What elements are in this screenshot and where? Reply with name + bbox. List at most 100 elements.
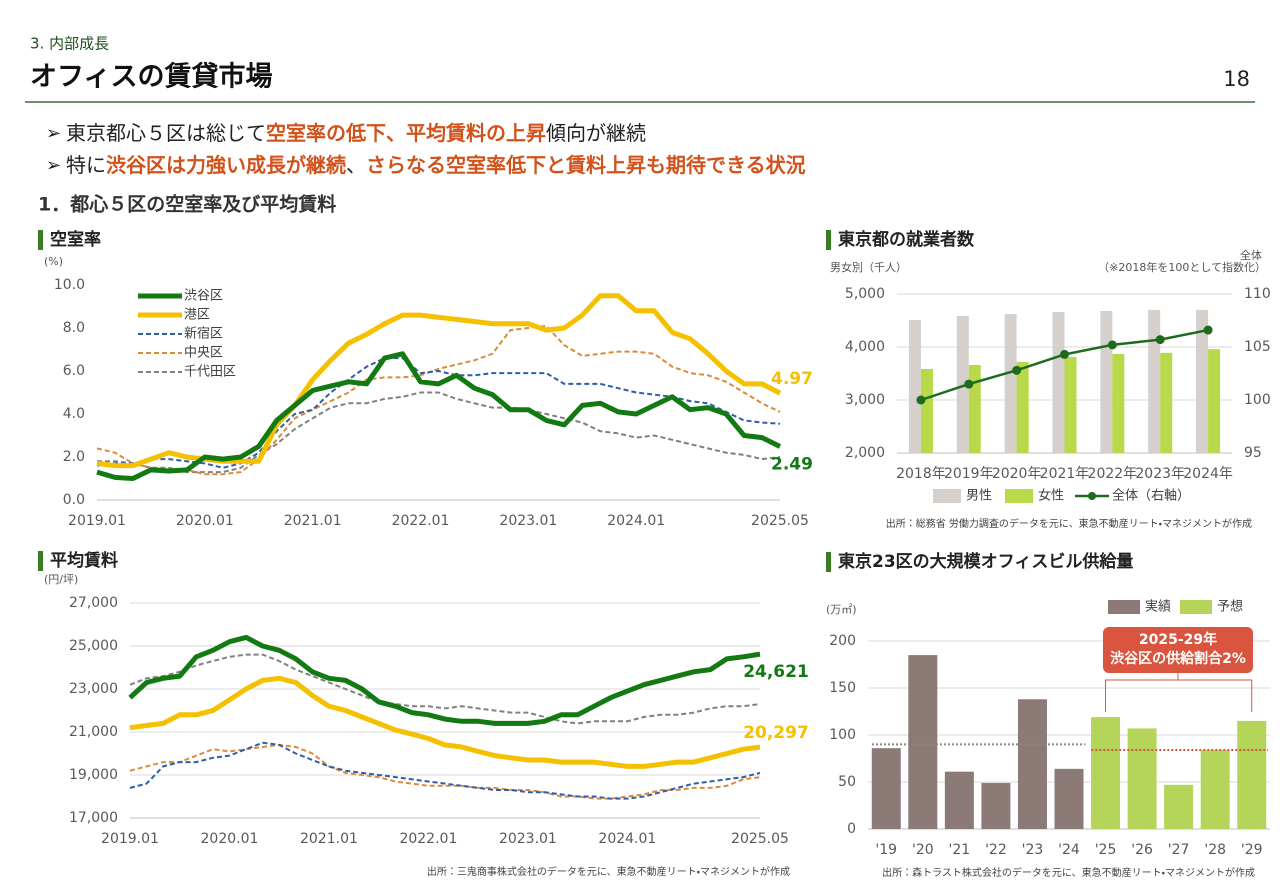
series-line (129, 743, 761, 800)
y2-tick-label: 100 (1244, 392, 1271, 408)
y-tick-label: 2,000 (845, 445, 885, 461)
series-point (1060, 349, 1069, 359)
x-tick-label: 2023.01 (499, 513, 557, 529)
x-tick-label: 2022年 (1088, 466, 1138, 482)
bar (1208, 349, 1221, 453)
chart-title: 平均賃料 (50, 550, 118, 571)
legend-label: 実績 (1145, 599, 1171, 615)
x-tick-label: '26 (1131, 842, 1153, 858)
bullet-segment: 渋谷区は力強い成長が継続 (106, 153, 346, 177)
x-tick-label: '25 (1095, 842, 1117, 858)
data-label: 2.49 (771, 454, 813, 474)
series-line (129, 653, 761, 725)
legend-swatch-point (1088, 492, 1096, 500)
y-tick-label: 4.0 (63, 406, 85, 422)
annotation-bracket (1105, 672, 1253, 712)
x-tick-label: '24 (1058, 842, 1080, 858)
bar (1196, 309, 1209, 453)
bar (1017, 699, 1047, 829)
chart-title: 東京23区の大規模オフィスビル供給量 (838, 551, 1133, 572)
annotation-text: 2025-29年 (1139, 631, 1217, 648)
x-tick-label: 2021.01 (300, 831, 358, 847)
x-tick-label: 2024.01 (598, 831, 656, 847)
legend-label: 港区 (184, 308, 210, 323)
legend-label: 予想 (1217, 599, 1243, 615)
bar (968, 365, 981, 453)
legend-label: 女性 (1038, 489, 1064, 504)
data-label: 4.97 (771, 369, 813, 389)
bar (1164, 784, 1194, 829)
series-line (96, 351, 782, 481)
y-tick-label: 17,000 (69, 810, 118, 826)
bullet-marker: ➢ (46, 155, 61, 176)
series-line (96, 357, 781, 469)
x-tick-label: '20 (912, 842, 934, 858)
x-tick-label: '23 (1022, 842, 1044, 858)
y-tick-label: 27,000 (69, 595, 118, 611)
x-tick-label: 2020年 (992, 466, 1042, 482)
y-tick-label: 21,000 (69, 724, 118, 740)
x-tick-label: 2020.01 (176, 513, 234, 529)
x-tick-label: 2023.01 (499, 831, 557, 847)
chart-title: 空室率 (50, 229, 101, 250)
y-axis-label: (万㎡) (826, 603, 857, 616)
bullet-marker: ➢ (46, 123, 61, 144)
annotation-box (1103, 627, 1253, 673)
series-point (1012, 365, 1022, 375)
series-line (129, 675, 761, 769)
x-tick-label: 2025.05 (731, 831, 789, 847)
y-tick-label: 4,000 (845, 339, 885, 355)
bar (1004, 314, 1017, 453)
chart-title-bar (38, 551, 43, 571)
series-line (96, 324, 781, 476)
y2-tick-label: 105 (1244, 339, 1271, 355)
y2-tick-label: 95 (1244, 445, 1262, 461)
y2-tick-label: 110 (1244, 286, 1271, 302)
source-note: 出所：森トラスト株式会社のデータを元に、東急不動産リート・マネジメントが作成 (882, 866, 1255, 879)
source-note: 出所：総務省 労働力調査のデータを元に、東急不動産リート・マネジメントが作成 (886, 517, 1252, 530)
chart-title: 東京都の就業者数 (838, 229, 975, 250)
bar (1200, 750, 1230, 829)
series-line (97, 391, 781, 474)
bar (1064, 357, 1077, 453)
x-tick-label: 2025.05 (751, 513, 809, 529)
x-tick-label: '19 (875, 842, 897, 858)
y-axis-label: (%) (44, 255, 63, 268)
bar (1127, 728, 1157, 829)
legend-label: 全体（右軸） (1112, 489, 1190, 504)
x-tick-label: '27 (1168, 842, 1190, 858)
chart-title-bar (826, 552, 831, 572)
y-tick-label: 0.0 (63, 492, 85, 508)
bar (1100, 310, 1113, 453)
data-label: 20,297 (743, 723, 809, 743)
y-axis-label: 男女別（千人） (830, 261, 907, 274)
x-tick-label: 2022.01 (399, 831, 457, 847)
y-tick-label: 50 (838, 774, 856, 790)
bar (944, 771, 974, 829)
x-tick-label: 2019.01 (68, 513, 126, 529)
series-line (128, 634, 761, 726)
y2-axis-label: 全体 (1240, 248, 1262, 262)
series-point (964, 379, 974, 389)
annotation-text: 渋谷区の供給割合2% (1110, 650, 1246, 667)
y-axis-label: (円/坪) (44, 573, 78, 586)
legend-label: 千代田区 (184, 365, 236, 380)
x-tick-label: 2021.01 (284, 513, 342, 529)
x-tick-label: 2021年 (1040, 466, 1090, 482)
y-tick-label: 5,000 (845, 286, 885, 302)
y-tick-label: 19,000 (69, 767, 118, 783)
legend-label: 中央区 (184, 346, 223, 361)
series-point (1107, 340, 1117, 350)
page-number: 18 (1223, 67, 1250, 91)
legend-swatch (933, 489, 961, 503)
y-tick-label: 0 (847, 821, 856, 837)
bullet: 特に渋谷区は力強い成長が継続、さらなる空室率低下と賃料上昇も期待できる状況 (66, 153, 806, 177)
x-tick-label: 2018年 (896, 466, 946, 482)
y-tick-label: 25,000 (69, 638, 118, 654)
x-tick-label: '22 (985, 842, 1007, 858)
bar (1054, 768, 1084, 829)
bullet-segment: 空室率の低下、平均賃料の上昇 (266, 121, 546, 145)
x-tick-label: 2019年 (944, 466, 994, 482)
x-tick-label: '21 (949, 842, 971, 858)
